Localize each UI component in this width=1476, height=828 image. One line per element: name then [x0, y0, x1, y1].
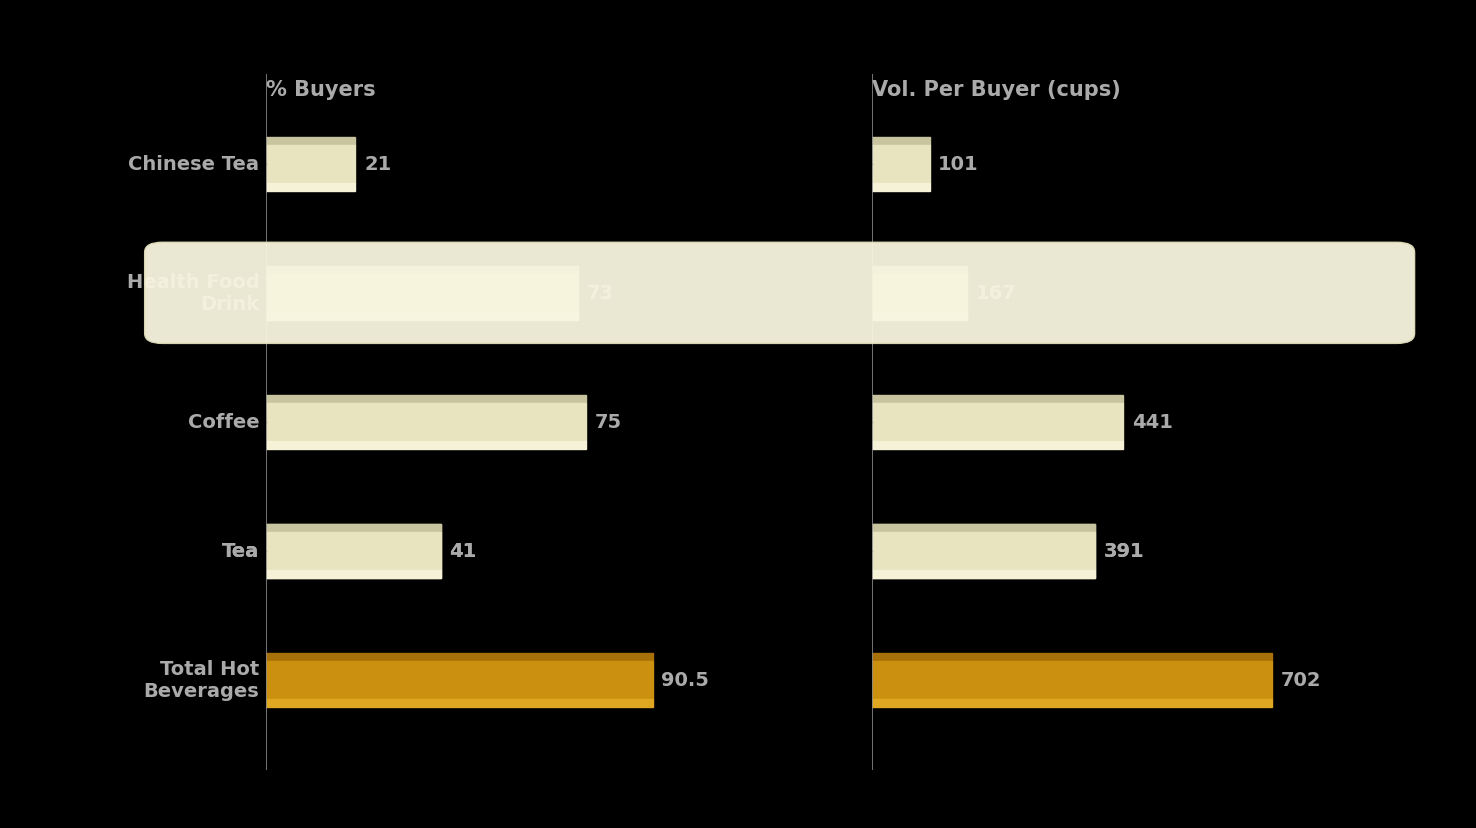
Text: Coffee: Coffee	[187, 413, 260, 431]
Text: Vol. Per Buyer (cups): Vol. Per Buyer (cups)	[872, 80, 1120, 100]
Text: 167: 167	[976, 284, 1017, 303]
Bar	[872, 275, 967, 312]
Bar	[872, 524, 1095, 532]
Bar	[872, 532, 1095, 570]
Text: % Buyers: % Buyers	[266, 80, 375, 100]
Bar	[872, 267, 967, 275]
Text: 75: 75	[595, 413, 621, 431]
Bar	[872, 652, 1272, 661]
Bar	[266, 532, 441, 570]
Bar	[266, 137, 356, 146]
Text: 391: 391	[1104, 542, 1144, 561]
Text: 21: 21	[365, 155, 391, 174]
Bar	[872, 312, 967, 320]
Bar	[872, 661, 1272, 699]
Bar	[266, 312, 577, 320]
Bar	[872, 403, 1123, 441]
Text: 73: 73	[586, 284, 614, 303]
Bar	[266, 524, 441, 532]
Text: Tea: Tea	[221, 542, 260, 561]
Bar	[266, 267, 577, 275]
Bar	[872, 570, 1095, 578]
Bar	[266, 652, 652, 661]
Bar	[266, 441, 586, 450]
Text: 391: 391	[1104, 542, 1144, 561]
Bar	[872, 524, 1095, 532]
Bar	[266, 275, 577, 312]
Bar	[266, 184, 356, 192]
Text: Tea: Tea	[221, 542, 260, 561]
Bar	[266, 699, 652, 707]
Bar	[266, 570, 441, 578]
Bar	[872, 699, 1272, 707]
Text: 702: 702	[1281, 671, 1321, 690]
Text: 441: 441	[1132, 413, 1173, 431]
Text: Chinese Tea: Chinese Tea	[128, 155, 260, 174]
Text: 41: 41	[450, 542, 477, 561]
Bar	[266, 570, 441, 578]
Text: 90.5: 90.5	[661, 671, 708, 690]
Bar	[872, 137, 930, 146]
Bar	[872, 532, 1095, 570]
Text: 41: 41	[450, 542, 477, 561]
Text: Health Food
Drink: Health Food Drink	[127, 273, 260, 314]
Text: Total Hot
Beverages: Total Hot Beverages	[143, 659, 260, 700]
Bar	[266, 403, 586, 441]
Bar	[266, 532, 441, 570]
Text: 101: 101	[939, 155, 979, 174]
Bar	[872, 395, 1123, 403]
Bar	[266, 524, 441, 532]
Bar	[266, 661, 652, 699]
Bar	[872, 146, 930, 184]
Bar	[266, 146, 356, 184]
Bar	[872, 570, 1095, 578]
Bar	[872, 184, 930, 192]
Bar	[872, 441, 1123, 450]
Bar	[266, 395, 586, 403]
